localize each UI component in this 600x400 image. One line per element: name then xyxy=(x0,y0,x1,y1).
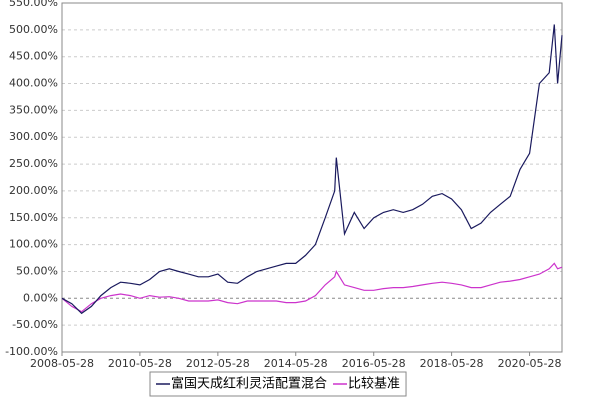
y-tick-label: 250.00% xyxy=(9,157,58,170)
legend-box xyxy=(149,371,407,397)
y-tick-label: 550.00% xyxy=(9,0,58,9)
x-tick-label: 2012-05-28 xyxy=(186,357,250,370)
plot-frame xyxy=(61,2,563,353)
y-tick-label: 0.00% xyxy=(23,291,58,304)
y-tick-label: 50.00% xyxy=(16,264,58,277)
y-tick-label: 400.00% xyxy=(9,77,58,90)
series-line xyxy=(61,24,563,315)
x-tick-label: 2014-05-28 xyxy=(264,357,328,370)
y-tick-label: 350.00% xyxy=(9,103,58,116)
y-tick-label: 200.00% xyxy=(9,184,58,197)
y-tick-label: -50.00% xyxy=(12,318,58,331)
x-tick-label: 2016-05-28 xyxy=(342,357,406,370)
y-tick-label: 450.00% xyxy=(9,50,58,63)
y-tick-label: 100.00% xyxy=(9,238,58,251)
y-tick-label: 500.00% xyxy=(9,23,58,36)
x-tick-label: 2008-05-28 xyxy=(30,357,94,370)
y-tick-label: -100.00% xyxy=(5,345,58,358)
x-tick-label: 2018-05-28 xyxy=(420,357,484,370)
x-tick-label: 2010-05-28 xyxy=(108,357,172,370)
x-tick-label: 2020-05-28 xyxy=(498,357,562,370)
y-tick-label: 300.00% xyxy=(9,130,58,143)
legend-label: 比较基准 xyxy=(348,377,400,392)
series-line xyxy=(61,262,563,313)
legend-label: 富国天成红利灵活配置混合 xyxy=(171,376,327,392)
y-tick-label: 150.00% xyxy=(9,211,58,224)
